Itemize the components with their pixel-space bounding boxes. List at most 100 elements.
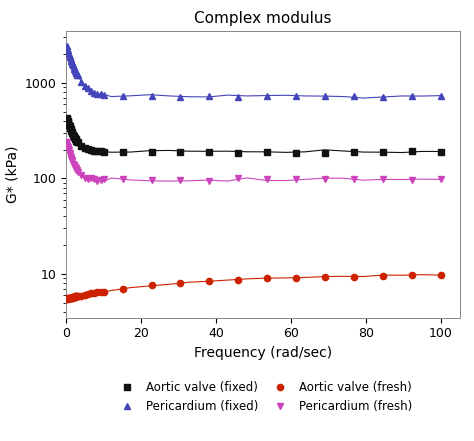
Pericardium (fresh) xyxy=(68,156,74,161)
Aortic valve (fresh) xyxy=(64,295,70,301)
Aortic valve (fixed) xyxy=(71,134,77,139)
Y-axis label: G* (kPa): G* (kPa) xyxy=(5,146,19,203)
Pericardium (fixed) xyxy=(64,44,70,49)
Aortic valve (fresh) xyxy=(70,295,76,300)
Pericardium (fresh) xyxy=(101,177,107,182)
Pericardium (fixed) xyxy=(98,91,103,97)
Line: Pericardium (fixed): Pericardium (fixed) xyxy=(63,43,445,101)
Aortic valve (fixed) xyxy=(351,149,357,154)
Pericardium (fresh) xyxy=(91,176,97,181)
Pericardium (fresh) xyxy=(65,147,71,152)
Aortic valve (fresh) xyxy=(69,295,75,300)
Aortic valve (fresh) xyxy=(91,291,97,296)
Aortic valve (fresh) xyxy=(98,289,103,295)
Aortic valve (fixed) xyxy=(409,149,415,154)
X-axis label: Frequency (rad/sec): Frequency (rad/sec) xyxy=(194,346,332,360)
Aortic valve (fresh) xyxy=(322,275,328,280)
Aortic valve (fixed) xyxy=(68,128,74,133)
Aortic valve (fresh) xyxy=(71,295,76,300)
Pericardium (fresh) xyxy=(120,176,126,181)
Aortic valve (fresh) xyxy=(67,295,73,301)
Pericardium (fixed) xyxy=(69,60,75,65)
Pericardium (fresh) xyxy=(68,154,73,160)
Aortic valve (fixed) xyxy=(73,136,78,142)
Aortic valve (fresh) xyxy=(64,296,70,302)
Aortic valve (fixed) xyxy=(65,119,71,124)
Pericardium (fixed) xyxy=(85,86,91,91)
Pericardium (fixed) xyxy=(67,53,73,59)
Pericardium (fixed) xyxy=(65,47,71,52)
Pericardium (fixed) xyxy=(409,93,415,99)
Line: Aortic valve (fixed): Aortic valve (fixed) xyxy=(64,115,444,156)
Pericardium (fresh) xyxy=(351,176,357,182)
Aortic valve (fixed) xyxy=(68,127,73,132)
Pericardium (fixed) xyxy=(101,92,107,97)
Aortic valve (fixed) xyxy=(75,139,81,144)
Aortic valve (fresh) xyxy=(68,295,73,300)
Aortic valve (fixed) xyxy=(67,125,73,131)
Aortic valve (fixed) xyxy=(73,136,79,142)
Aortic valve (fresh) xyxy=(70,295,75,300)
Aortic valve (fresh) xyxy=(178,281,183,286)
Aortic valve (fresh) xyxy=(207,279,212,284)
Pericardium (fresh) xyxy=(236,175,241,180)
Aortic valve (fixed) xyxy=(82,146,87,151)
Aortic valve (fresh) xyxy=(438,272,444,277)
Aortic valve (fresh) xyxy=(73,294,79,299)
Pericardium (fixed) xyxy=(71,66,77,71)
Aortic valve (fresh) xyxy=(68,295,74,300)
Pericardium (fixed) xyxy=(66,51,72,56)
Aortic valve (fixed) xyxy=(64,115,70,120)
Pericardium (fixed) xyxy=(380,94,386,99)
Aortic valve (fixed) xyxy=(149,149,155,155)
Pericardium (fixed) xyxy=(73,71,79,76)
Aortic valve (fixed) xyxy=(65,120,71,125)
Pericardium (fixed) xyxy=(73,68,78,74)
Pericardium (fresh) xyxy=(67,150,73,156)
Aortic valve (fixed) xyxy=(73,138,79,143)
Aortic valve (fixed) xyxy=(70,131,75,136)
Aortic valve (fresh) xyxy=(71,294,77,299)
Pericardium (fixed) xyxy=(149,93,155,98)
Pericardium (fresh) xyxy=(70,158,75,164)
Pericardium (fresh) xyxy=(72,164,78,169)
Pericardium (fixed) xyxy=(65,49,71,55)
Pericardium (fresh) xyxy=(85,176,91,182)
Aortic valve (fixed) xyxy=(71,133,76,138)
Pericardium (fixed) xyxy=(322,94,328,99)
Pericardium (fresh) xyxy=(67,153,73,158)
Pericardium (fresh) xyxy=(438,176,444,182)
Aortic valve (fresh) xyxy=(73,294,78,299)
Aortic valve (fresh) xyxy=(264,276,270,281)
Pericardium (fresh) xyxy=(79,172,84,178)
Aortic valve (fixed) xyxy=(74,139,80,144)
Pericardium (fixed) xyxy=(178,94,183,100)
Pericardium (fixed) xyxy=(207,93,212,99)
Aortic valve (fixed) xyxy=(88,147,94,153)
Pericardium (fixed) xyxy=(236,94,241,99)
Pericardium (fixed) xyxy=(82,83,87,88)
Pericardium (fresh) xyxy=(82,175,87,180)
Pericardium (fresh) xyxy=(71,163,76,168)
Aortic valve (fresh) xyxy=(149,283,155,288)
Aortic valve (fresh) xyxy=(236,278,241,283)
Pericardium (fresh) xyxy=(207,178,212,183)
Pericardium (fresh) xyxy=(88,176,94,181)
Pericardium (fixed) xyxy=(91,90,97,96)
Aortic valve (fresh) xyxy=(73,295,79,300)
Pericardium (fresh) xyxy=(70,161,76,166)
Aortic valve (fresh) xyxy=(66,295,72,301)
Pericardium (fixed) xyxy=(68,58,74,63)
Pericardium (fresh) xyxy=(64,142,70,148)
Pericardium (fixed) xyxy=(74,72,80,77)
Aortic valve (fresh) xyxy=(94,289,100,295)
Pericardium (fixed) xyxy=(264,93,270,98)
Aortic valve (fixed) xyxy=(207,150,212,155)
Aortic valve (fixed) xyxy=(67,123,73,128)
Pericardium (fresh) xyxy=(73,165,78,170)
Pericardium (fresh) xyxy=(73,167,79,172)
Aortic valve (fresh) xyxy=(85,292,91,297)
Aortic valve (fresh) xyxy=(293,275,299,280)
Aortic valve (fresh) xyxy=(72,294,78,299)
Aortic valve (fresh) xyxy=(65,296,71,301)
